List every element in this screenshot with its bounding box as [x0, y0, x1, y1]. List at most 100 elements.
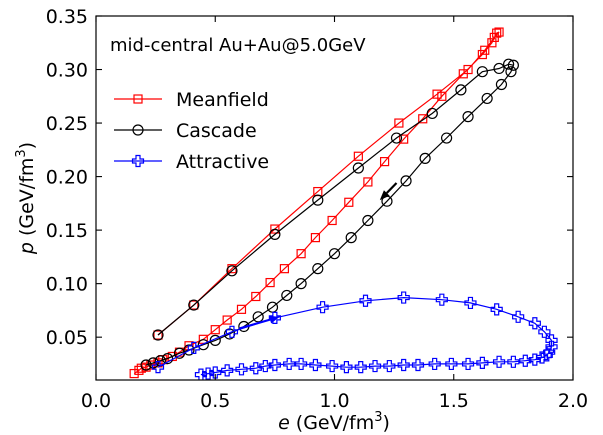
legend-marker — [133, 94, 143, 104]
data-point — [129, 368, 139, 379]
data-point — [505, 66, 517, 78]
legend-label: Cascade — [176, 120, 257, 142]
data-point — [153, 330, 163, 340]
legend-marker — [131, 154, 145, 168]
data-point — [455, 84, 467, 96]
data-point — [327, 215, 337, 226]
data-point — [354, 361, 367, 374]
legend-label: Meanfield — [176, 89, 269, 111]
data-point — [494, 27, 504, 37]
x-axis-variable: e — [278, 412, 290, 434]
data-point — [383, 359, 396, 373]
data-point — [151, 361, 165, 374]
data-point — [359, 294, 372, 307]
data-point — [352, 162, 364, 174]
data-point — [397, 358, 410, 372]
data-point — [435, 293, 448, 306]
y-tick-label: 0.25 — [46, 113, 88, 135]
direction-arrow — [238, 315, 280, 330]
data-point — [462, 111, 474, 123]
data-point — [428, 357, 441, 371]
data-point — [445, 357, 458, 371]
data-point — [545, 340, 558, 353]
data-point — [426, 107, 438, 120]
legend-label: Attractive — [176, 151, 269, 173]
data-point — [270, 224, 280, 234]
data-point — [340, 361, 353, 374]
data-point — [492, 28, 502, 38]
arrow-head — [379, 190, 390, 201]
legend-item-cascade: Cascade — [114, 120, 257, 142]
data-point — [140, 359, 152, 371]
data-point — [187, 341, 200, 354]
data-point — [259, 359, 272, 373]
x-tick-label: 2.0 — [558, 390, 588, 412]
data-point — [309, 358, 322, 372]
data-point — [268, 358, 281, 372]
data-point — [492, 355, 506, 368]
data-point — [394, 118, 404, 128]
chart-annotation: mid-central Au+Au@5.0GeV — [110, 35, 366, 56]
data-point — [476, 66, 488, 78]
data-point — [269, 228, 281, 240]
data-point — [344, 197, 354, 207]
direction-arrow — [379, 182, 398, 201]
data-point — [440, 132, 453, 144]
data-point — [252, 311, 264, 323]
data-point — [419, 152, 431, 164]
legend-item-attractive: Attractive — [114, 151, 269, 173]
series-line — [133, 31, 500, 375]
data-point — [283, 357, 296, 371]
y-axis-label: p(GeV/fm3) — [14, 142, 38, 255]
data-point — [295, 278, 307, 290]
data-point — [353, 151, 363, 161]
data-point — [197, 339, 209, 351]
data-point — [222, 315, 232, 325]
plot-frame — [95, 15, 574, 381]
data-point — [464, 296, 477, 310]
data-point — [477, 49, 487, 60]
data-point — [528, 317, 541, 330]
x-axis-label: e (GeV/fm3) — [278, 410, 390, 434]
data-point — [461, 357, 475, 371]
data-point — [210, 325, 220, 335]
y-tick-label: 0.10 — [46, 274, 88, 296]
data-point — [432, 89, 442, 99]
x-tick-label: 0.5 — [200, 390, 230, 412]
arrow-head — [268, 315, 280, 324]
data-point — [545, 334, 558, 347]
data-point — [221, 364, 234, 377]
data-point — [295, 357, 308, 371]
data-point — [251, 291, 261, 302]
data-point — [310, 233, 321, 243]
data-point — [528, 353, 541, 366]
data-point — [503, 58, 515, 70]
data-point — [507, 355, 520, 368]
data-point — [279, 264, 290, 274]
series-line — [145, 63, 515, 366]
data-point — [312, 194, 324, 206]
y-tick-label: 0.05 — [46, 327, 88, 349]
data-point — [328, 248, 341, 260]
data-point — [265, 277, 275, 288]
y-tick-label: 0.20 — [46, 167, 88, 189]
data-point — [512, 310, 525, 323]
data-point — [495, 78, 508, 91]
x-axis-unit: (GeV/fm — [296, 412, 374, 434]
data-point — [194, 368, 208, 380]
legend-marker — [132, 124, 144, 136]
data-point — [363, 177, 373, 187]
y-tick-label: 0.15 — [46, 220, 88, 242]
data-point — [487, 38, 497, 48]
legend-item-meanfield: Meanfield — [114, 89, 269, 111]
data-point — [249, 362, 262, 375]
data-point — [397, 291, 410, 304]
data-point — [437, 91, 447, 101]
data-point — [379, 157, 390, 167]
data-point — [400, 175, 412, 187]
x-tick-label: 0.0 — [81, 390, 111, 412]
data-point — [161, 352, 174, 365]
y-axis-unit: (GeV/fm — [16, 158, 38, 236]
data-point — [345, 232, 357, 244]
data-point — [281, 289, 293, 302]
